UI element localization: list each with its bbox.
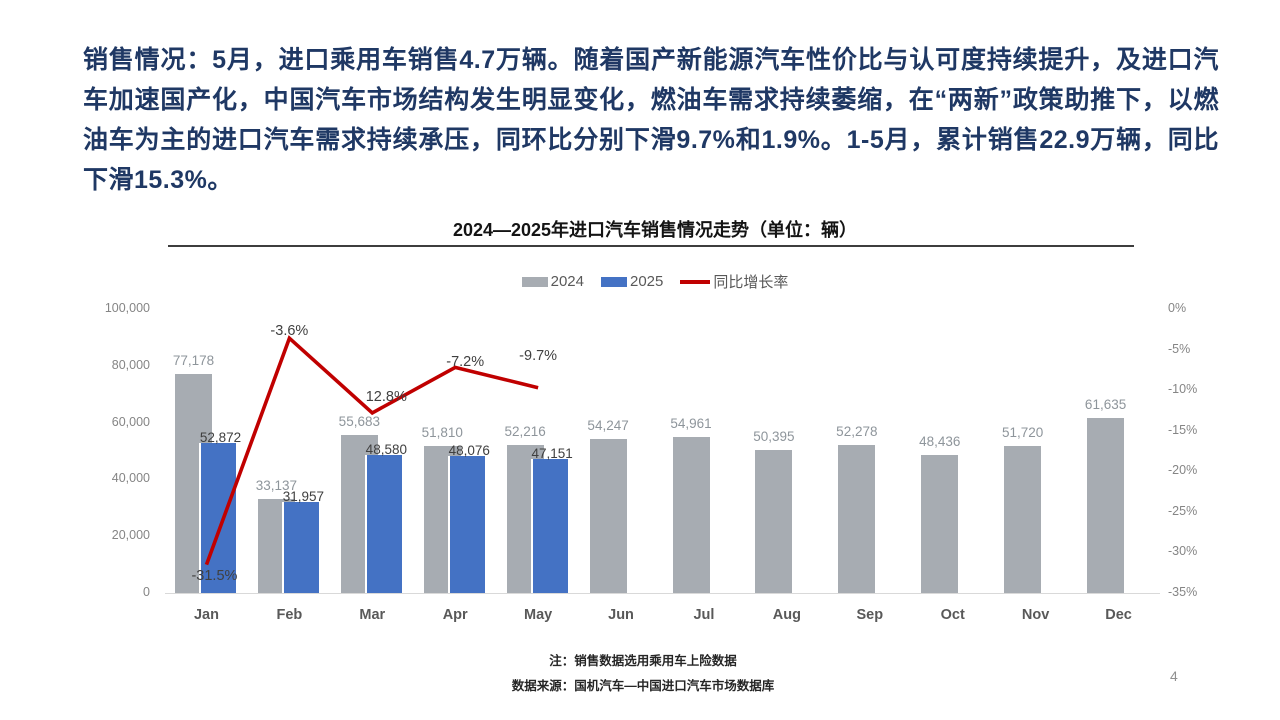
y2-axis-tick: -5%	[1168, 341, 1191, 356]
x-axis-label: Jan	[193, 607, 219, 623]
x-axis-line	[165, 593, 1160, 594]
title-divider	[168, 245, 1134, 247]
y2-axis-tick: -20%	[1168, 463, 1198, 478]
bar-label-2024: 54,247	[587, 417, 629, 433]
growth-rate-label: -9.7%	[519, 347, 558, 364]
bar-label-2024: 51,720	[1002, 425, 1044, 441]
bar-2025-mar	[364, 455, 402, 593]
legend-item-2025: 2025	[600, 273, 664, 290]
legend-swatch-2024	[521, 276, 548, 287]
legend-label-growth-rate: 同比增长率	[713, 274, 789, 291]
bar-label-2025: 48,076	[448, 443, 490, 459]
x-axis-label: Nov	[1021, 607, 1050, 623]
bar-2024-sep	[838, 444, 876, 593]
y2-axis-tick: -25%	[1168, 503, 1198, 518]
x-axis-label: Aug	[772, 607, 801, 623]
legend-swatch-2025	[600, 276, 627, 287]
bar-2025-feb	[281, 502, 319, 593]
bar-label-2024: 52,278	[836, 423, 878, 439]
legend-item-growth-rate: 同比增长率	[680, 271, 788, 292]
bar-2024-aug	[755, 449, 793, 593]
x-axis-label: Jun	[608, 607, 634, 623]
y-axis-tick: 80,000	[111, 357, 150, 372]
legend-item-2024: 2024	[521, 273, 584, 290]
legend-label-2025: 2025	[629, 273, 664, 290]
x-axis-label: Jul	[693, 607, 715, 623]
bar-label-2024: 33,137	[255, 477, 298, 493]
chart-legend: 2024 2025 同比增长率	[0, 271, 1280, 292]
y-axis-tick: 60,000	[111, 414, 150, 429]
bar-label-2025: 52,872	[199, 429, 242, 445]
bar-label-2025: 47,151	[531, 446, 573, 462]
note-line-2: 数据来源：国机汽车—中国进口汽车市场数据库	[511, 679, 775, 693]
page-number: 4	[1170, 668, 1178, 684]
bar-label-2024: 77,178	[172, 352, 215, 368]
bar-label-2025: 31,957	[282, 489, 325, 505]
bar-2024-oct	[921, 455, 959, 593]
y-axis-tick: 40,000	[111, 471, 150, 486]
bar-2024-jun	[589, 438, 627, 593]
bar-label-2024: 50,395	[753, 428, 795, 444]
bar-2024-nov	[1004, 446, 1042, 593]
y-axis-tick: 0	[143, 585, 150, 599]
note-line-1: 注：销售数据选用乘用车上险数据	[549, 654, 737, 668]
bar-label-2025: 48,580	[365, 442, 407, 458]
bar-label-2024: 48,436	[919, 434, 961, 450]
bar-label-2024: 55,683	[338, 413, 380, 429]
chart-title: 2024—2025年进口汽车销售情况走势（单位：辆）	[452, 220, 858, 240]
x-axis-label: Feb	[276, 607, 303, 623]
x-axis-label: Oct	[940, 607, 965, 623]
bar-label-2024: 51,810	[421, 424, 463, 440]
y2-axis-tick: -15%	[1168, 422, 1198, 437]
growth-rate-label: 12.8%	[365, 388, 407, 405]
y-axis-tick: 100,000	[104, 301, 150, 315]
bar-2024-jul	[672, 436, 710, 593]
y2-axis-tick: -10%	[1168, 382, 1198, 397]
y2-axis-tick: -30%	[1168, 544, 1198, 559]
legend-line-swatch	[680, 279, 711, 284]
x-axis-label: Mar	[359, 607, 386, 623]
summary-text: 销售情况：5月，进口乘用车销售4.7万辆。随着国产新能源汽车性价比与认可度持续提…	[83, 46, 1219, 194]
bar-2025-jan	[199, 442, 236, 593]
legend-label-2024: 2024	[550, 273, 584, 290]
bar-label-2024: 52,216	[504, 423, 546, 439]
chart-notes: 注：销售数据选用乘用车上险数据 数据来源：国机汽车—中国进口汽车市场数据库	[0, 649, 1280, 699]
growth-rate-line	[204, 335, 539, 566]
bar-2025-apr	[447, 456, 485, 593]
y2-axis-tick: 0%	[1168, 301, 1187, 315]
bar-label-2024: 54,961	[670, 415, 712, 431]
x-axis-label: Sep	[856, 607, 884, 623]
x-axis-label: Apr	[442, 607, 468, 623]
bar-2024-dec	[1087, 417, 1125, 593]
x-axis-label: May	[524, 607, 553, 623]
bar-2025-may	[530, 459, 568, 593]
y-axis-tick: 20,000	[111, 528, 150, 543]
growth-rate-label: -3.6%	[270, 323, 309, 340]
x-axis-label: Dec	[1105, 607, 1132, 623]
growth-rate-label: -7.2%	[446, 354, 485, 371]
bar-label-2024: 61,635	[1084, 396, 1127, 412]
growth-rate-label: -31.5%	[191, 567, 238, 584]
y2-axis-tick: -35%	[1168, 585, 1198, 599]
